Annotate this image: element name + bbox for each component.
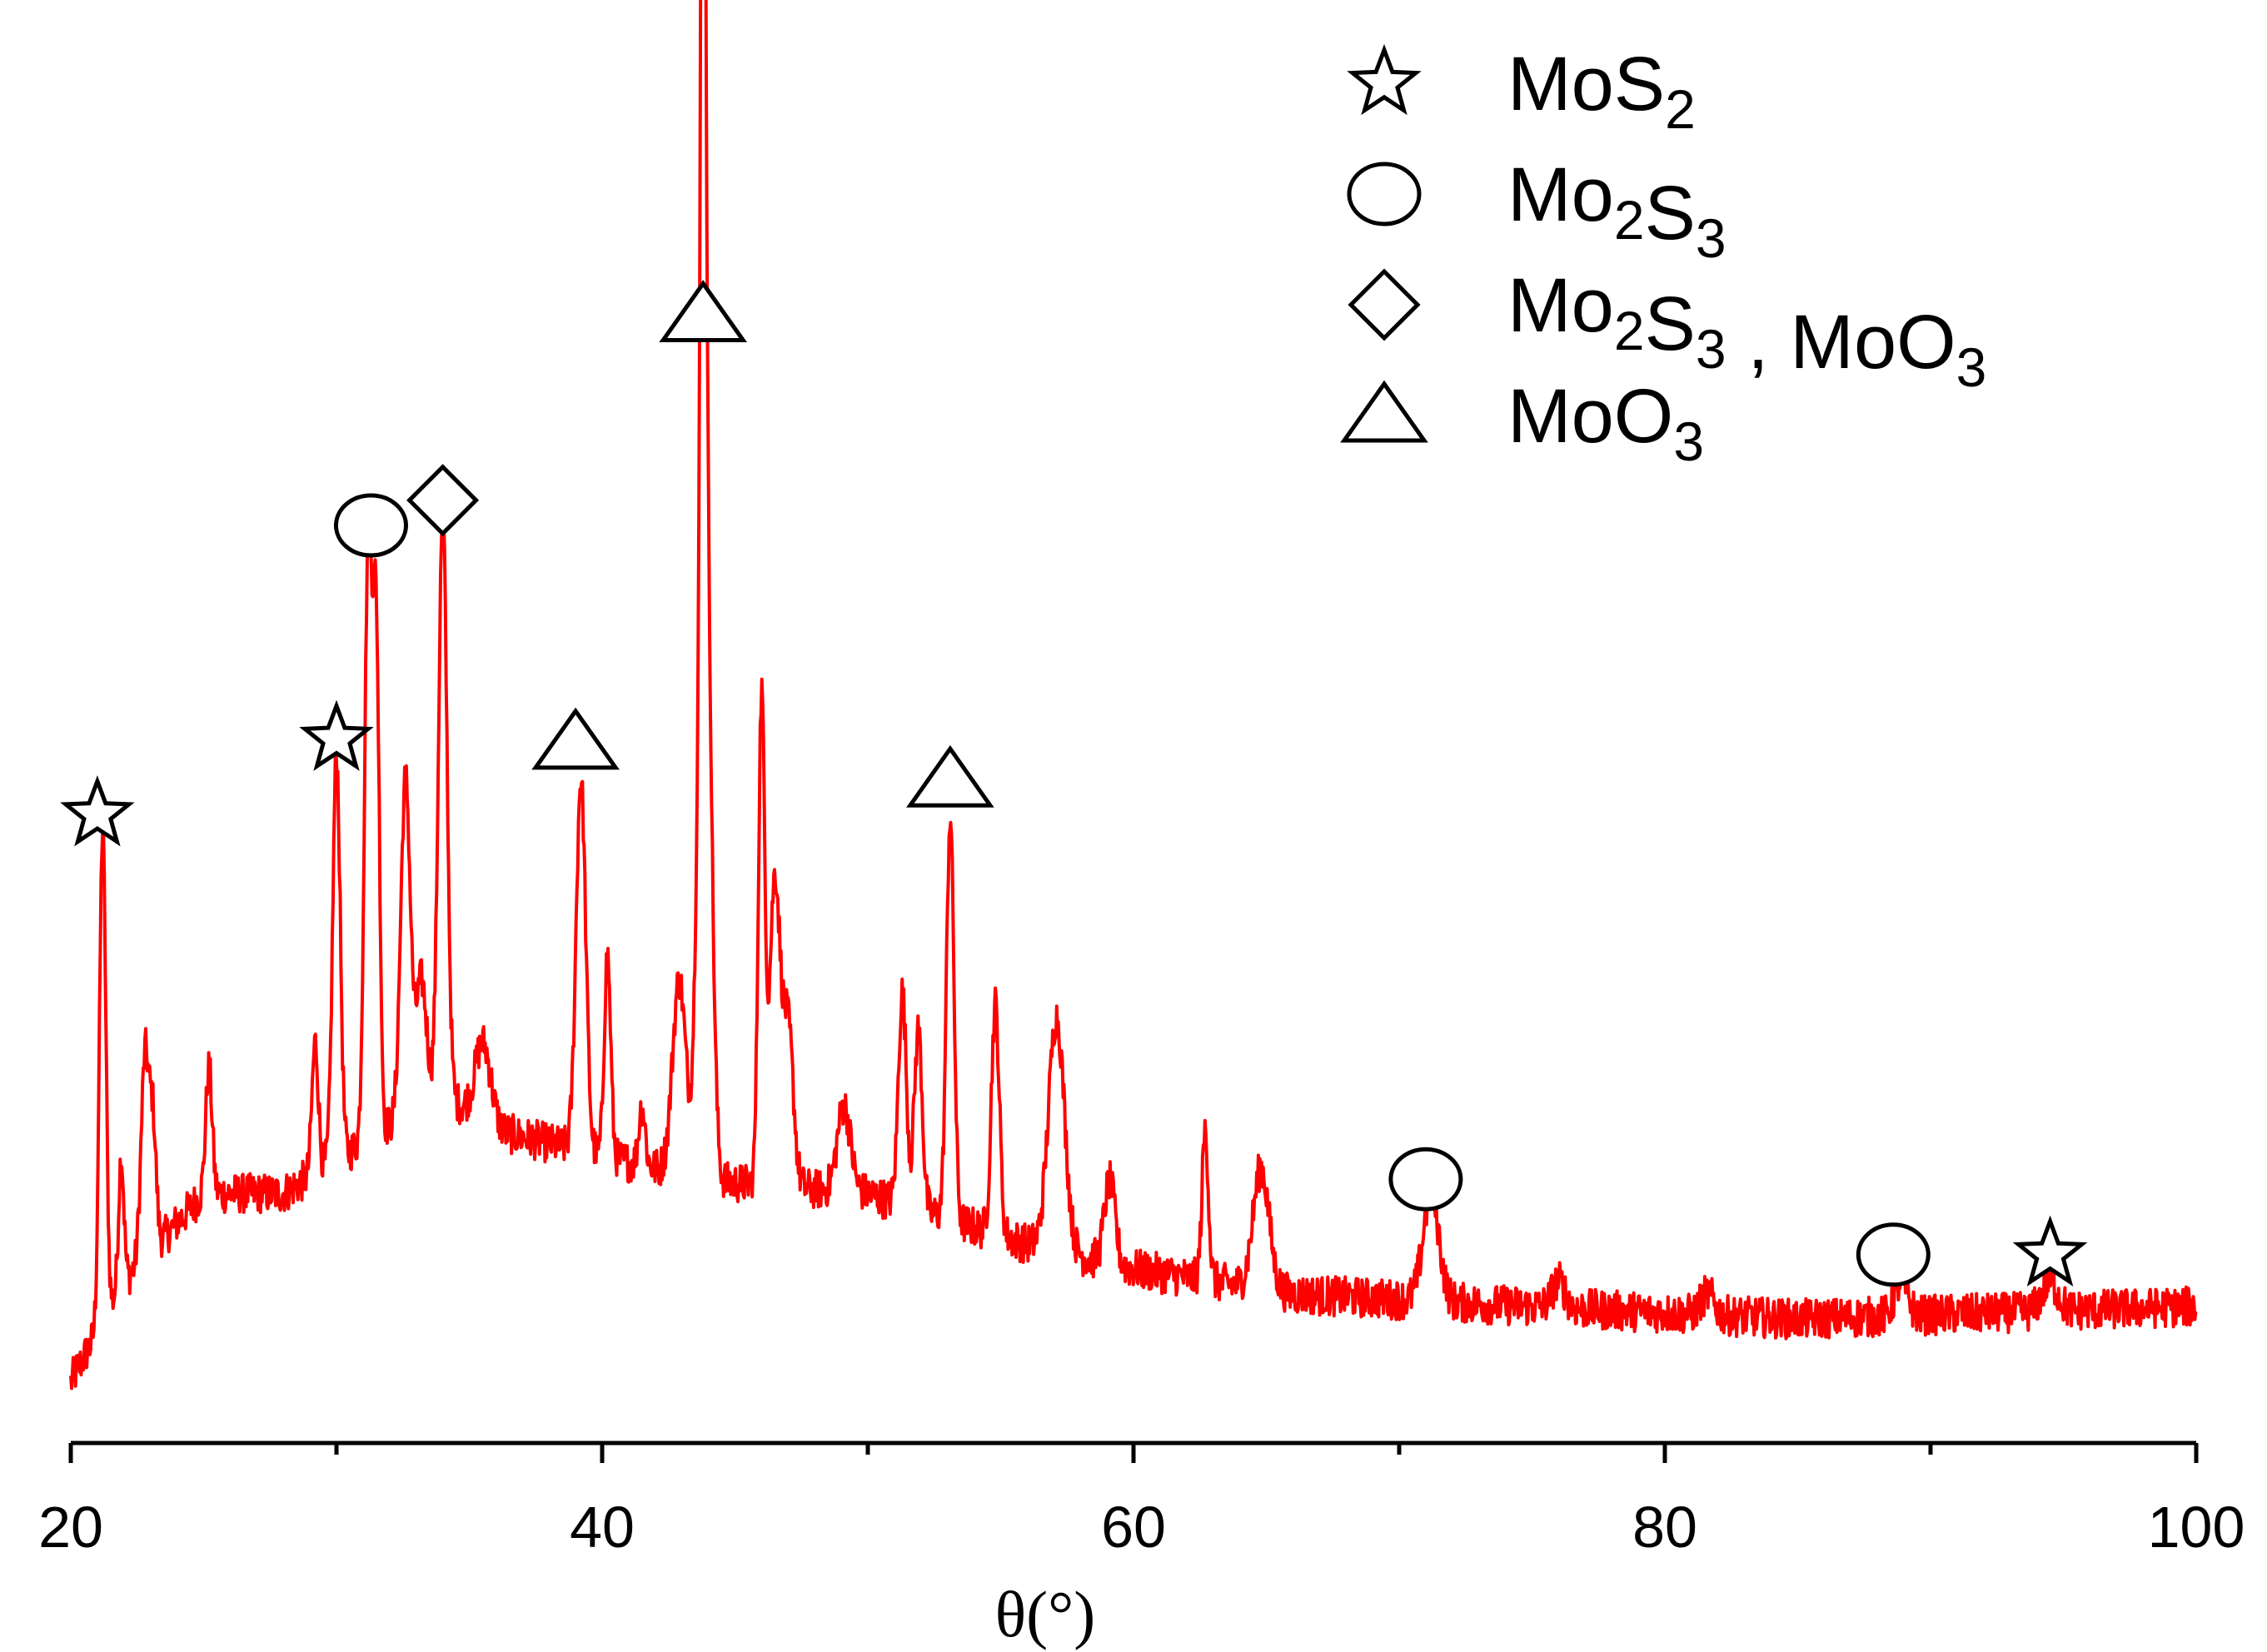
legend-label: MoS2 — [1507, 42, 1696, 140]
legend-entry: Mo2S3 , MoO3 — [1348, 263, 1986, 398]
legend-label: Mo2S3 , MoO3 — [1507, 263, 1986, 398]
legend-subscript: 3 — [1696, 318, 1726, 380]
diamond-marker — [1348, 268, 1421, 341]
x-tick-label: 100 — [2148, 1495, 2245, 1560]
x-axis: 20 40 60 80 100 — [38, 1441, 2245, 1560]
legend-entry: MoS2 — [1347, 42, 1696, 140]
circle-marker — [1856, 1222, 1931, 1287]
circle-marker — [1388, 1147, 1463, 1212]
x-tick-label: 60 — [1101, 1495, 1166, 1560]
x-axis-title: θ(°) — [995, 1578, 1096, 1650]
legend-subscript: 2 — [1614, 300, 1645, 361]
legend-subscript: 3 — [1673, 411, 1704, 472]
star-marker — [60, 775, 135, 847]
x-tick-label: 80 — [1632, 1495, 1697, 1560]
plot-area — [69, 0, 2198, 1391]
legend-subscript: 2 — [1665, 78, 1696, 140]
star-marker — [299, 699, 374, 771]
x-tick-label: 20 — [38, 1495, 103, 1560]
star-marker — [1347, 43, 1422, 116]
legend-subscript: 3 — [1956, 336, 1987, 398]
diamond-marker — [406, 464, 480, 537]
legend-entry: Mo2S3 — [1347, 152, 1726, 269]
xrd-series-line — [69, 0, 2198, 1391]
star-marker — [2012, 1215, 2088, 1286]
peak-annotations — [60, 280, 2088, 1287]
legend-label: MoO3 — [1507, 374, 1704, 472]
triangle-marker — [1340, 380, 1428, 443]
legend-entry: MoO3 — [1340, 374, 1704, 472]
triangle-marker — [659, 280, 748, 342]
legend-subscript: 2 — [1614, 189, 1645, 251]
circle-marker — [333, 493, 408, 558]
triangle-marker — [906, 744, 994, 808]
circle-marker — [1347, 162, 1422, 226]
legend-label: Mo2S3 — [1507, 152, 1726, 269]
legend-subscript: 3 — [1696, 207, 1726, 269]
triangle-marker — [531, 707, 620, 770]
x-tick-label: 40 — [570, 1495, 635, 1560]
